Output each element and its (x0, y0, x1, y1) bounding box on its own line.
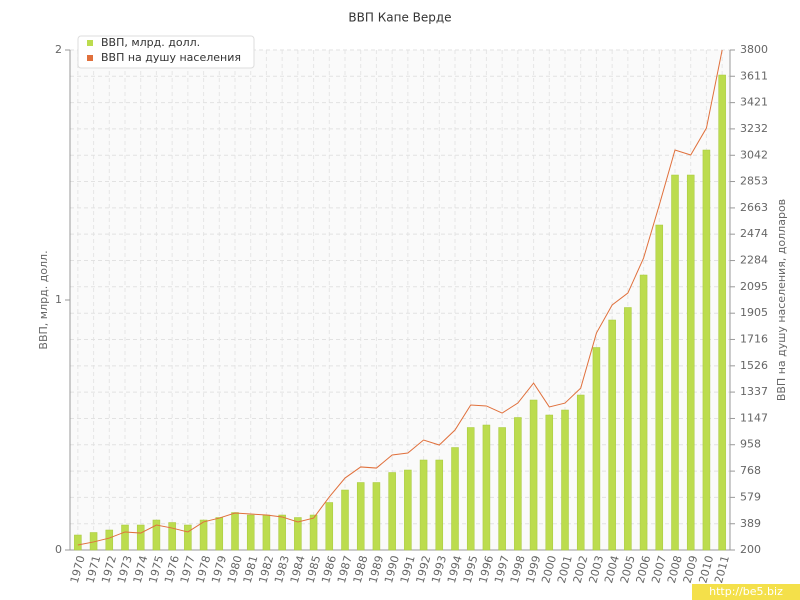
bar (231, 512, 239, 551)
y2-tick-label: 3611 (740, 69, 768, 82)
bar (372, 482, 381, 551)
bar (561, 409, 569, 551)
y2-tick-label: 3232 (740, 122, 768, 135)
y2-tick-label: 2284 (740, 254, 768, 267)
y2-axis-label: ВВП на душу населения, долларов (775, 199, 788, 401)
bar (545, 414, 554, 551)
bar (655, 224, 664, 551)
bar (199, 519, 208, 551)
bar (608, 319, 616, 551)
watermark: http://be5.biz (709, 585, 783, 598)
bar (136, 524, 145, 551)
bar (624, 307, 632, 551)
bar (451, 447, 459, 551)
legend-label: ВВП на душу населения (101, 51, 241, 64)
bar (482, 424, 491, 551)
bar (435, 459, 444, 551)
bar (105, 529, 114, 551)
bar (152, 519, 161, 551)
y-axis-label: ВВП, млрд. долл. (37, 250, 50, 349)
plot-area (70, 50, 730, 550)
bar (671, 174, 679, 551)
bar (419, 459, 428, 551)
bar (356, 482, 365, 551)
line (77, 49, 723, 546)
bar (498, 427, 506, 551)
y2-tick-label: 200 (740, 543, 761, 556)
bar (262, 514, 271, 551)
y-tick-label: 1 (55, 293, 62, 306)
bar (121, 524, 129, 551)
bar (246, 514, 255, 551)
bar (74, 534, 82, 551)
y2-tick-label: 2474 (740, 227, 768, 240)
bar (325, 502, 334, 551)
legend-swatch (87, 55, 93, 61)
bar (309, 514, 318, 551)
bar (576, 394, 585, 551)
bar (278, 514, 286, 551)
y-tick-label: 2 (55, 43, 62, 56)
y2-tick-label: 768 (740, 464, 761, 477)
bar (466, 427, 475, 551)
bar (529, 399, 538, 551)
chart-title: ВВП Капе Верде (348, 11, 451, 25)
y2-tick-label: 389 (740, 517, 761, 530)
bar (686, 174, 695, 551)
y2-tick-label: 958 (740, 438, 761, 451)
bar (388, 472, 396, 551)
bar (404, 469, 412, 551)
legend-box (77, 35, 255, 69)
y2-tick-label: 3042 (740, 148, 768, 161)
y2-tick-label: 2663 (740, 201, 768, 214)
bar (639, 274, 648, 551)
bar (592, 347, 601, 551)
bar (341, 489, 349, 551)
y2-tick-label: 2853 (740, 175, 768, 188)
y2-tick-label: 2095 (740, 280, 768, 293)
y2-tick-label: 3800 (740, 43, 768, 56)
bar (168, 522, 176, 551)
y2-tick-label: 1147 (740, 411, 768, 424)
bar (702, 149, 711, 551)
bar (294, 517, 302, 551)
y2-tick-label: 1905 (740, 306, 768, 319)
y2-tick-label: 579 (740, 490, 761, 503)
legend-swatch (87, 40, 93, 46)
bar (514, 417, 522, 551)
bar (718, 74, 726, 551)
y2-tick-label: 1526 (740, 359, 768, 372)
bar (184, 524, 192, 551)
legend-label: ВВП, млрд. долл. (101, 36, 200, 49)
y2-tick-label: 3421 (740, 96, 768, 109)
y2-tick-label: 1337 (740, 385, 768, 398)
y2-tick-label: 1716 (740, 332, 768, 345)
watermark-bg (692, 584, 800, 600)
y-tick-label: 0 (55, 543, 62, 556)
bar (215, 517, 224, 551)
